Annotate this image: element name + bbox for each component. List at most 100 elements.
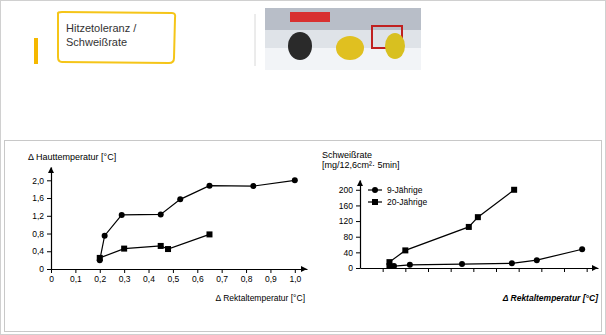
x-tick xyxy=(519,268,520,272)
data-point xyxy=(97,255,103,261)
y-axis-arrow xyxy=(357,180,363,186)
x-tick-label: 0,8 xyxy=(241,274,253,284)
x-tick: 0,9 xyxy=(265,269,277,284)
x-tick: 0,1 xyxy=(70,269,82,284)
data-point xyxy=(407,262,413,268)
x-tick xyxy=(587,268,588,272)
x-axis-arrow xyxy=(301,266,307,272)
y-tick-mark xyxy=(47,234,51,235)
x-tick xyxy=(428,268,429,272)
y-tick-mark xyxy=(47,251,51,252)
y-axis-label-line: Schweißrate xyxy=(322,150,372,160)
x-tick-label: 0,9 xyxy=(265,274,277,284)
slide-title: Hitzetoleranz /Schweißrate xyxy=(66,22,137,48)
legend-marker xyxy=(372,199,378,205)
y-tick-label: 1,6 xyxy=(32,193,44,203)
x-tick-mark xyxy=(473,268,474,272)
accent-bar xyxy=(34,38,38,64)
y-axis-line xyxy=(51,168,52,270)
x-tick-label: 0,3 xyxy=(119,274,131,284)
series-line xyxy=(394,249,582,266)
x-tick-mark xyxy=(295,269,296,273)
x-tick-mark xyxy=(451,268,452,272)
y-axis-label: Δ Hauttemperatur [°C] xyxy=(28,152,116,162)
x-tick-mark xyxy=(270,269,271,273)
x-tick xyxy=(383,268,384,272)
x-tick: 0,8 xyxy=(241,269,253,284)
x-tick-label: 0,5 xyxy=(167,274,179,284)
x-axis-label: Δ Rektaltemperatur [°C] xyxy=(216,293,305,303)
x-tick: 0,5 xyxy=(167,269,179,284)
y-tick: 1,2 xyxy=(32,211,51,221)
x-axis: 0 0,1 0,2 0,3 0,4 0,5 0,6 0,7 0,8 0,9 1,0 xyxy=(49,266,307,284)
data-point xyxy=(250,183,256,189)
y-tick-label: 0 xyxy=(39,264,44,274)
data-point xyxy=(511,187,517,193)
data-point xyxy=(102,233,108,239)
x-tick-label: 0,1 xyxy=(70,274,82,284)
y-axis-arrow xyxy=(48,167,54,173)
y-tick: 200 xyxy=(339,185,360,195)
x-tick-label: 1,0 xyxy=(289,274,301,284)
photo-player xyxy=(385,33,405,59)
x-tick-label: 0,4 xyxy=(143,274,155,284)
y-tick-label: 0 xyxy=(348,263,353,273)
x-axis-line xyxy=(52,269,308,270)
photo-player xyxy=(336,36,364,60)
x-tick-mark xyxy=(222,269,223,273)
y-tick: 0 xyxy=(39,264,51,274)
y-tick: 160 xyxy=(339,201,360,211)
y-tick-mark xyxy=(47,198,51,199)
data-point xyxy=(534,257,540,263)
title-box xyxy=(58,12,175,63)
x-axis-label: Δ Rektaltemperatur [°C] xyxy=(502,293,599,303)
data-point xyxy=(206,231,212,237)
y-tick-label: 80 xyxy=(344,232,354,242)
x-tick-label: 0,7 xyxy=(216,274,228,284)
photo-player xyxy=(288,32,312,60)
y-axis: 0 0,4 0,8 1,2 1,6 2,0 xyxy=(32,167,54,274)
data-point xyxy=(386,259,392,265)
data-point xyxy=(165,246,171,252)
x-tick: 0 xyxy=(49,269,54,284)
data-point xyxy=(158,243,164,249)
x-tick: 0,2 xyxy=(94,269,106,284)
data-point xyxy=(119,212,125,218)
x-tick xyxy=(541,268,542,272)
y-tick-mark xyxy=(356,205,360,206)
x-tick: 0,7 xyxy=(216,269,228,284)
y-tick: 0,8 xyxy=(32,229,51,239)
y-tick: 2,0 xyxy=(32,176,51,186)
x-tick-mark xyxy=(246,269,247,273)
y-tick-label: 160 xyxy=(339,201,353,211)
x-tick: 0,6 xyxy=(192,269,204,284)
x-tick-mark xyxy=(496,268,497,272)
y-tick-mark xyxy=(356,221,360,222)
x-tick-mark xyxy=(124,269,125,273)
data-point xyxy=(402,247,408,253)
y-tick: 0,4 xyxy=(32,246,51,256)
data-point xyxy=(158,211,164,217)
photo xyxy=(265,8,421,70)
x-tick: 0,3 xyxy=(119,269,131,284)
y-tick-label: 0,4 xyxy=(32,246,44,256)
data-point xyxy=(459,261,465,267)
data-point xyxy=(579,246,585,252)
slide-frame xyxy=(1,1,606,335)
x-tick-mark xyxy=(173,269,174,273)
x-tick: 1,0 xyxy=(289,269,301,284)
x-tick-label: 0 xyxy=(49,274,54,284)
slide-title-line: Schweißrate xyxy=(66,36,127,48)
x-tick-mark xyxy=(51,269,52,273)
data-point xyxy=(292,177,298,183)
x-tick xyxy=(451,268,452,272)
lower-frame xyxy=(5,141,602,332)
x-axis-line xyxy=(361,268,599,269)
y-tick-mark xyxy=(47,180,51,181)
legend-marker xyxy=(372,187,378,193)
y-tick-label: 200 xyxy=(339,185,353,195)
header-divider xyxy=(255,14,256,66)
legend: 9-Jährige20-Jährige xyxy=(368,185,427,207)
series-line xyxy=(100,180,295,260)
x-tick-label: 0,2 xyxy=(94,274,106,284)
